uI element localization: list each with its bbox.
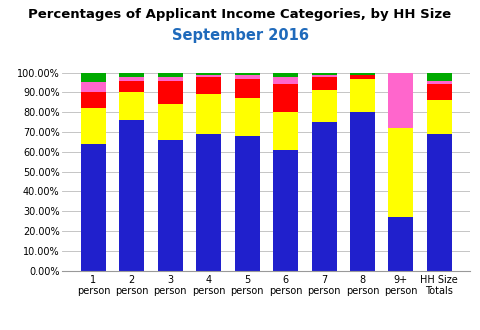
Bar bbox=[312, 77, 336, 90]
Bar bbox=[350, 73, 375, 75]
Bar bbox=[196, 134, 221, 271]
Bar bbox=[196, 94, 221, 134]
Bar bbox=[388, 73, 413, 128]
Bar bbox=[158, 77, 183, 81]
Bar bbox=[388, 128, 413, 217]
Text: Percentages of Applicant Income Categories, by HH Size: Percentages of Applicant Income Categori… bbox=[28, 8, 452, 21]
Bar bbox=[81, 73, 106, 82]
Bar bbox=[273, 84, 298, 112]
Bar bbox=[120, 77, 144, 81]
Bar bbox=[312, 73, 336, 75]
Bar bbox=[158, 73, 183, 77]
Bar bbox=[273, 77, 298, 84]
Bar bbox=[427, 100, 452, 134]
Bar bbox=[81, 144, 106, 271]
Bar bbox=[388, 217, 413, 271]
Bar bbox=[158, 140, 183, 271]
Bar bbox=[350, 112, 375, 271]
Bar bbox=[81, 92, 106, 108]
Bar bbox=[120, 73, 144, 77]
Bar bbox=[273, 150, 298, 271]
Bar bbox=[312, 75, 336, 77]
Bar bbox=[235, 75, 260, 79]
Bar bbox=[196, 77, 221, 94]
Bar bbox=[120, 120, 144, 271]
Bar bbox=[235, 136, 260, 271]
Bar bbox=[427, 84, 452, 100]
Bar bbox=[120, 81, 144, 92]
Bar bbox=[81, 82, 106, 92]
Bar bbox=[350, 75, 375, 79]
Bar bbox=[312, 122, 336, 271]
Bar bbox=[427, 134, 452, 271]
Bar bbox=[273, 73, 298, 77]
Bar bbox=[235, 73, 260, 75]
Bar bbox=[196, 73, 221, 75]
Bar bbox=[427, 73, 452, 81]
Bar bbox=[427, 81, 452, 84]
Bar bbox=[235, 79, 260, 98]
Bar bbox=[312, 90, 336, 122]
Bar bbox=[158, 104, 183, 140]
Bar bbox=[235, 98, 260, 136]
Bar bbox=[120, 92, 144, 120]
Bar bbox=[196, 75, 221, 77]
Text: September 2016: September 2016 bbox=[171, 28, 309, 43]
Bar bbox=[81, 108, 106, 144]
Bar bbox=[350, 79, 375, 112]
Bar bbox=[273, 112, 298, 150]
Bar bbox=[158, 81, 183, 104]
